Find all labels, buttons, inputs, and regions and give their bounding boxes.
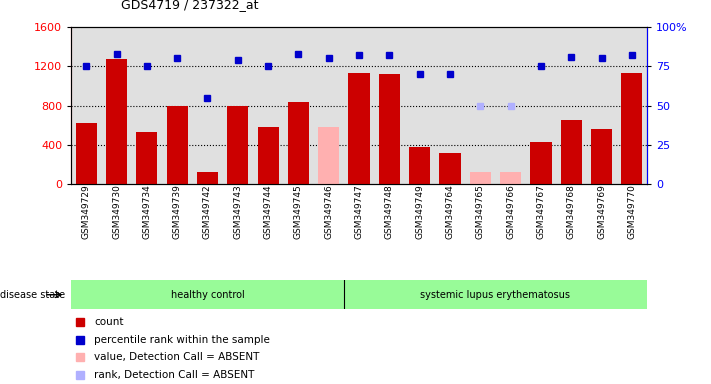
Text: percentile rank within the sample: percentile rank within the sample	[94, 334, 270, 344]
Text: GSM349745: GSM349745	[294, 184, 303, 239]
Bar	[223, 27, 253, 184]
Bar	[314, 27, 344, 184]
Text: GSM349742: GSM349742	[203, 184, 212, 239]
Bar	[288, 102, 309, 184]
Bar	[106, 60, 127, 184]
Bar	[344, 280, 647, 309]
Text: rank, Detection Call = ABSENT: rank, Detection Call = ABSENT	[94, 370, 255, 380]
Bar	[162, 27, 193, 184]
Text: value, Detection Call = ABSENT: value, Detection Call = ABSENT	[94, 353, 260, 362]
Bar	[283, 27, 314, 184]
Text: GSM349765: GSM349765	[476, 184, 485, 239]
Bar	[616, 27, 647, 184]
Bar	[318, 127, 339, 184]
Bar	[344, 27, 374, 184]
Text: systemic lupus erythematosus: systemic lupus erythematosus	[420, 290, 570, 300]
Bar	[137, 132, 158, 184]
Text: GSM349749: GSM349749	[415, 184, 424, 239]
Bar	[197, 172, 218, 184]
Text: GSM349739: GSM349739	[173, 184, 182, 239]
Bar	[71, 27, 102, 184]
Bar	[496, 27, 525, 184]
Bar	[405, 27, 435, 184]
Bar	[556, 27, 587, 184]
Bar	[228, 106, 248, 184]
Bar	[587, 27, 616, 184]
Bar	[253, 27, 283, 184]
Text: GSM349764: GSM349764	[446, 184, 454, 239]
Bar	[470, 172, 491, 184]
Text: healthy control: healthy control	[171, 290, 245, 300]
Bar	[435, 27, 465, 184]
Bar	[374, 27, 405, 184]
Text: GSM349769: GSM349769	[597, 184, 606, 239]
Text: GSM349770: GSM349770	[627, 184, 636, 239]
Bar	[439, 153, 461, 184]
Text: GSM349768: GSM349768	[567, 184, 576, 239]
Bar	[75, 123, 97, 184]
Bar	[465, 27, 496, 184]
Bar	[166, 106, 188, 184]
Text: GSM349730: GSM349730	[112, 184, 121, 239]
Text: disease state: disease state	[0, 290, 65, 300]
Text: count: count	[94, 317, 124, 327]
Bar	[591, 129, 612, 184]
Text: GSM349744: GSM349744	[264, 184, 272, 239]
Text: GSM349746: GSM349746	[324, 184, 333, 239]
Bar	[530, 142, 552, 184]
Text: GSM349767: GSM349767	[536, 184, 545, 239]
Text: GDS4719 / 237322_at: GDS4719 / 237322_at	[121, 0, 258, 12]
Bar	[102, 27, 132, 184]
Bar	[348, 73, 370, 184]
Bar	[621, 73, 643, 184]
Bar	[409, 147, 430, 184]
Bar	[257, 127, 279, 184]
Bar	[525, 27, 556, 184]
Text: GSM349743: GSM349743	[233, 184, 242, 239]
Text: GSM349748: GSM349748	[385, 184, 394, 239]
Bar	[560, 120, 582, 184]
Bar	[379, 74, 400, 184]
Bar	[500, 172, 521, 184]
Text: GSM349766: GSM349766	[506, 184, 515, 239]
Bar	[193, 27, 223, 184]
Bar	[132, 27, 162, 184]
Text: GSM349729: GSM349729	[82, 184, 91, 239]
Text: GSM349734: GSM349734	[142, 184, 151, 239]
Text: GSM349747: GSM349747	[355, 184, 363, 239]
Bar	[71, 280, 344, 309]
